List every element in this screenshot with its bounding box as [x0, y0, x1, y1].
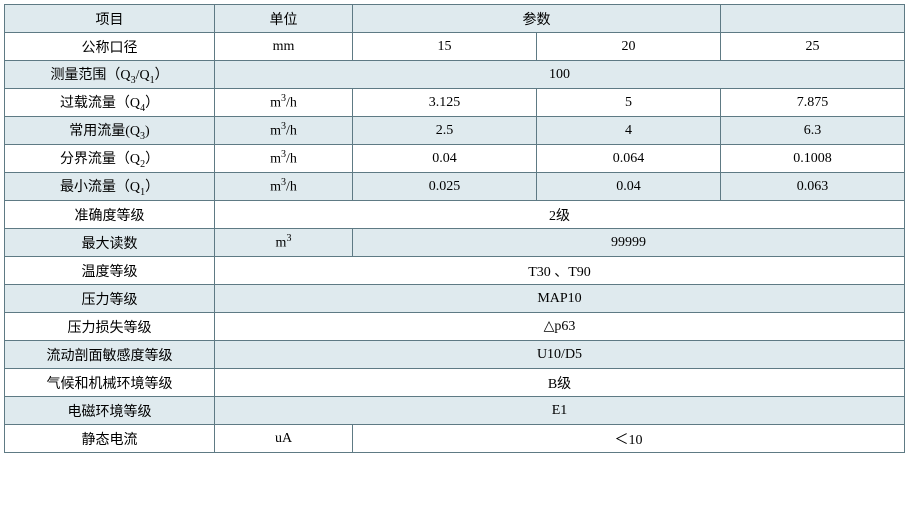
flowsens-value: U10/D5	[215, 341, 905, 369]
q2-v3: 0.1008	[721, 145, 905, 173]
maxread-label: 最大读数	[5, 229, 215, 257]
range-label: 测量范围（Q3/Q1）	[5, 61, 215, 89]
q4-v3: 7.875	[721, 89, 905, 117]
header-param: 参数	[353, 5, 721, 33]
nominal-label: 公称口径	[5, 33, 215, 61]
spec-table: 项目 单位 参数 公称口径 mm 15 20 25 测量范围（Q3/Q1） 10…	[4, 4, 905, 453]
q3-v3: 6.3	[721, 117, 905, 145]
q3-unit: m3/h	[215, 117, 353, 145]
q1-label: 最小流量（Q1）	[5, 173, 215, 201]
pressure-value: MAP10	[215, 285, 905, 313]
q3-label: 常用流量(Q3)	[5, 117, 215, 145]
nominal-v2: 20	[537, 33, 721, 61]
q1-v1: 0.025	[353, 173, 537, 201]
q2-label: 分界流量（Q2）	[5, 145, 215, 173]
q1-unit: m3/h	[215, 173, 353, 201]
pressure-label: 压力等级	[5, 285, 215, 313]
q4-v1: 3.125	[353, 89, 537, 117]
q4-label: 过载流量（Q4）	[5, 89, 215, 117]
header-empty	[721, 5, 905, 33]
maxread-value: 99999	[353, 229, 905, 257]
emc-label: 电磁环境等级	[5, 397, 215, 425]
temp-label: 温度等级	[5, 257, 215, 285]
q3-v2: 4	[537, 117, 721, 145]
ploss-value: △p63	[215, 313, 905, 341]
temp-value: T30 、T90	[215, 257, 905, 285]
q1-v3: 0.063	[721, 173, 905, 201]
nominal-v3: 25	[721, 33, 905, 61]
static-label: 静态电流	[5, 425, 215, 453]
q2-v1: 0.04	[353, 145, 537, 173]
ploss-label: 压力损失等级	[5, 313, 215, 341]
nominal-v1: 15	[353, 33, 537, 61]
q1-v2: 0.04	[537, 173, 721, 201]
q2-unit: m3/h	[215, 145, 353, 173]
header-item: 项目	[5, 5, 215, 33]
range-value: 100	[215, 61, 905, 89]
nominal-unit: mm	[215, 33, 353, 61]
q4-v2: 5	[537, 89, 721, 117]
q3-v1: 2.5	[353, 117, 537, 145]
climenv-label: 气候和机械环境等级	[5, 369, 215, 397]
maxread-unit: m3	[215, 229, 353, 257]
q2-v2: 0.064	[537, 145, 721, 173]
header-unit: 单位	[215, 5, 353, 33]
q4-unit: m3/h	[215, 89, 353, 117]
accuracy-value: 2级	[215, 201, 905, 229]
static-unit: uA	[215, 425, 353, 453]
accuracy-label: 准确度等级	[5, 201, 215, 229]
static-value: ＜10	[353, 425, 905, 453]
flowsens-label: 流动剖面敏感度等级	[5, 341, 215, 369]
climenv-value: B级	[215, 369, 905, 397]
emc-value: E1	[215, 397, 905, 425]
